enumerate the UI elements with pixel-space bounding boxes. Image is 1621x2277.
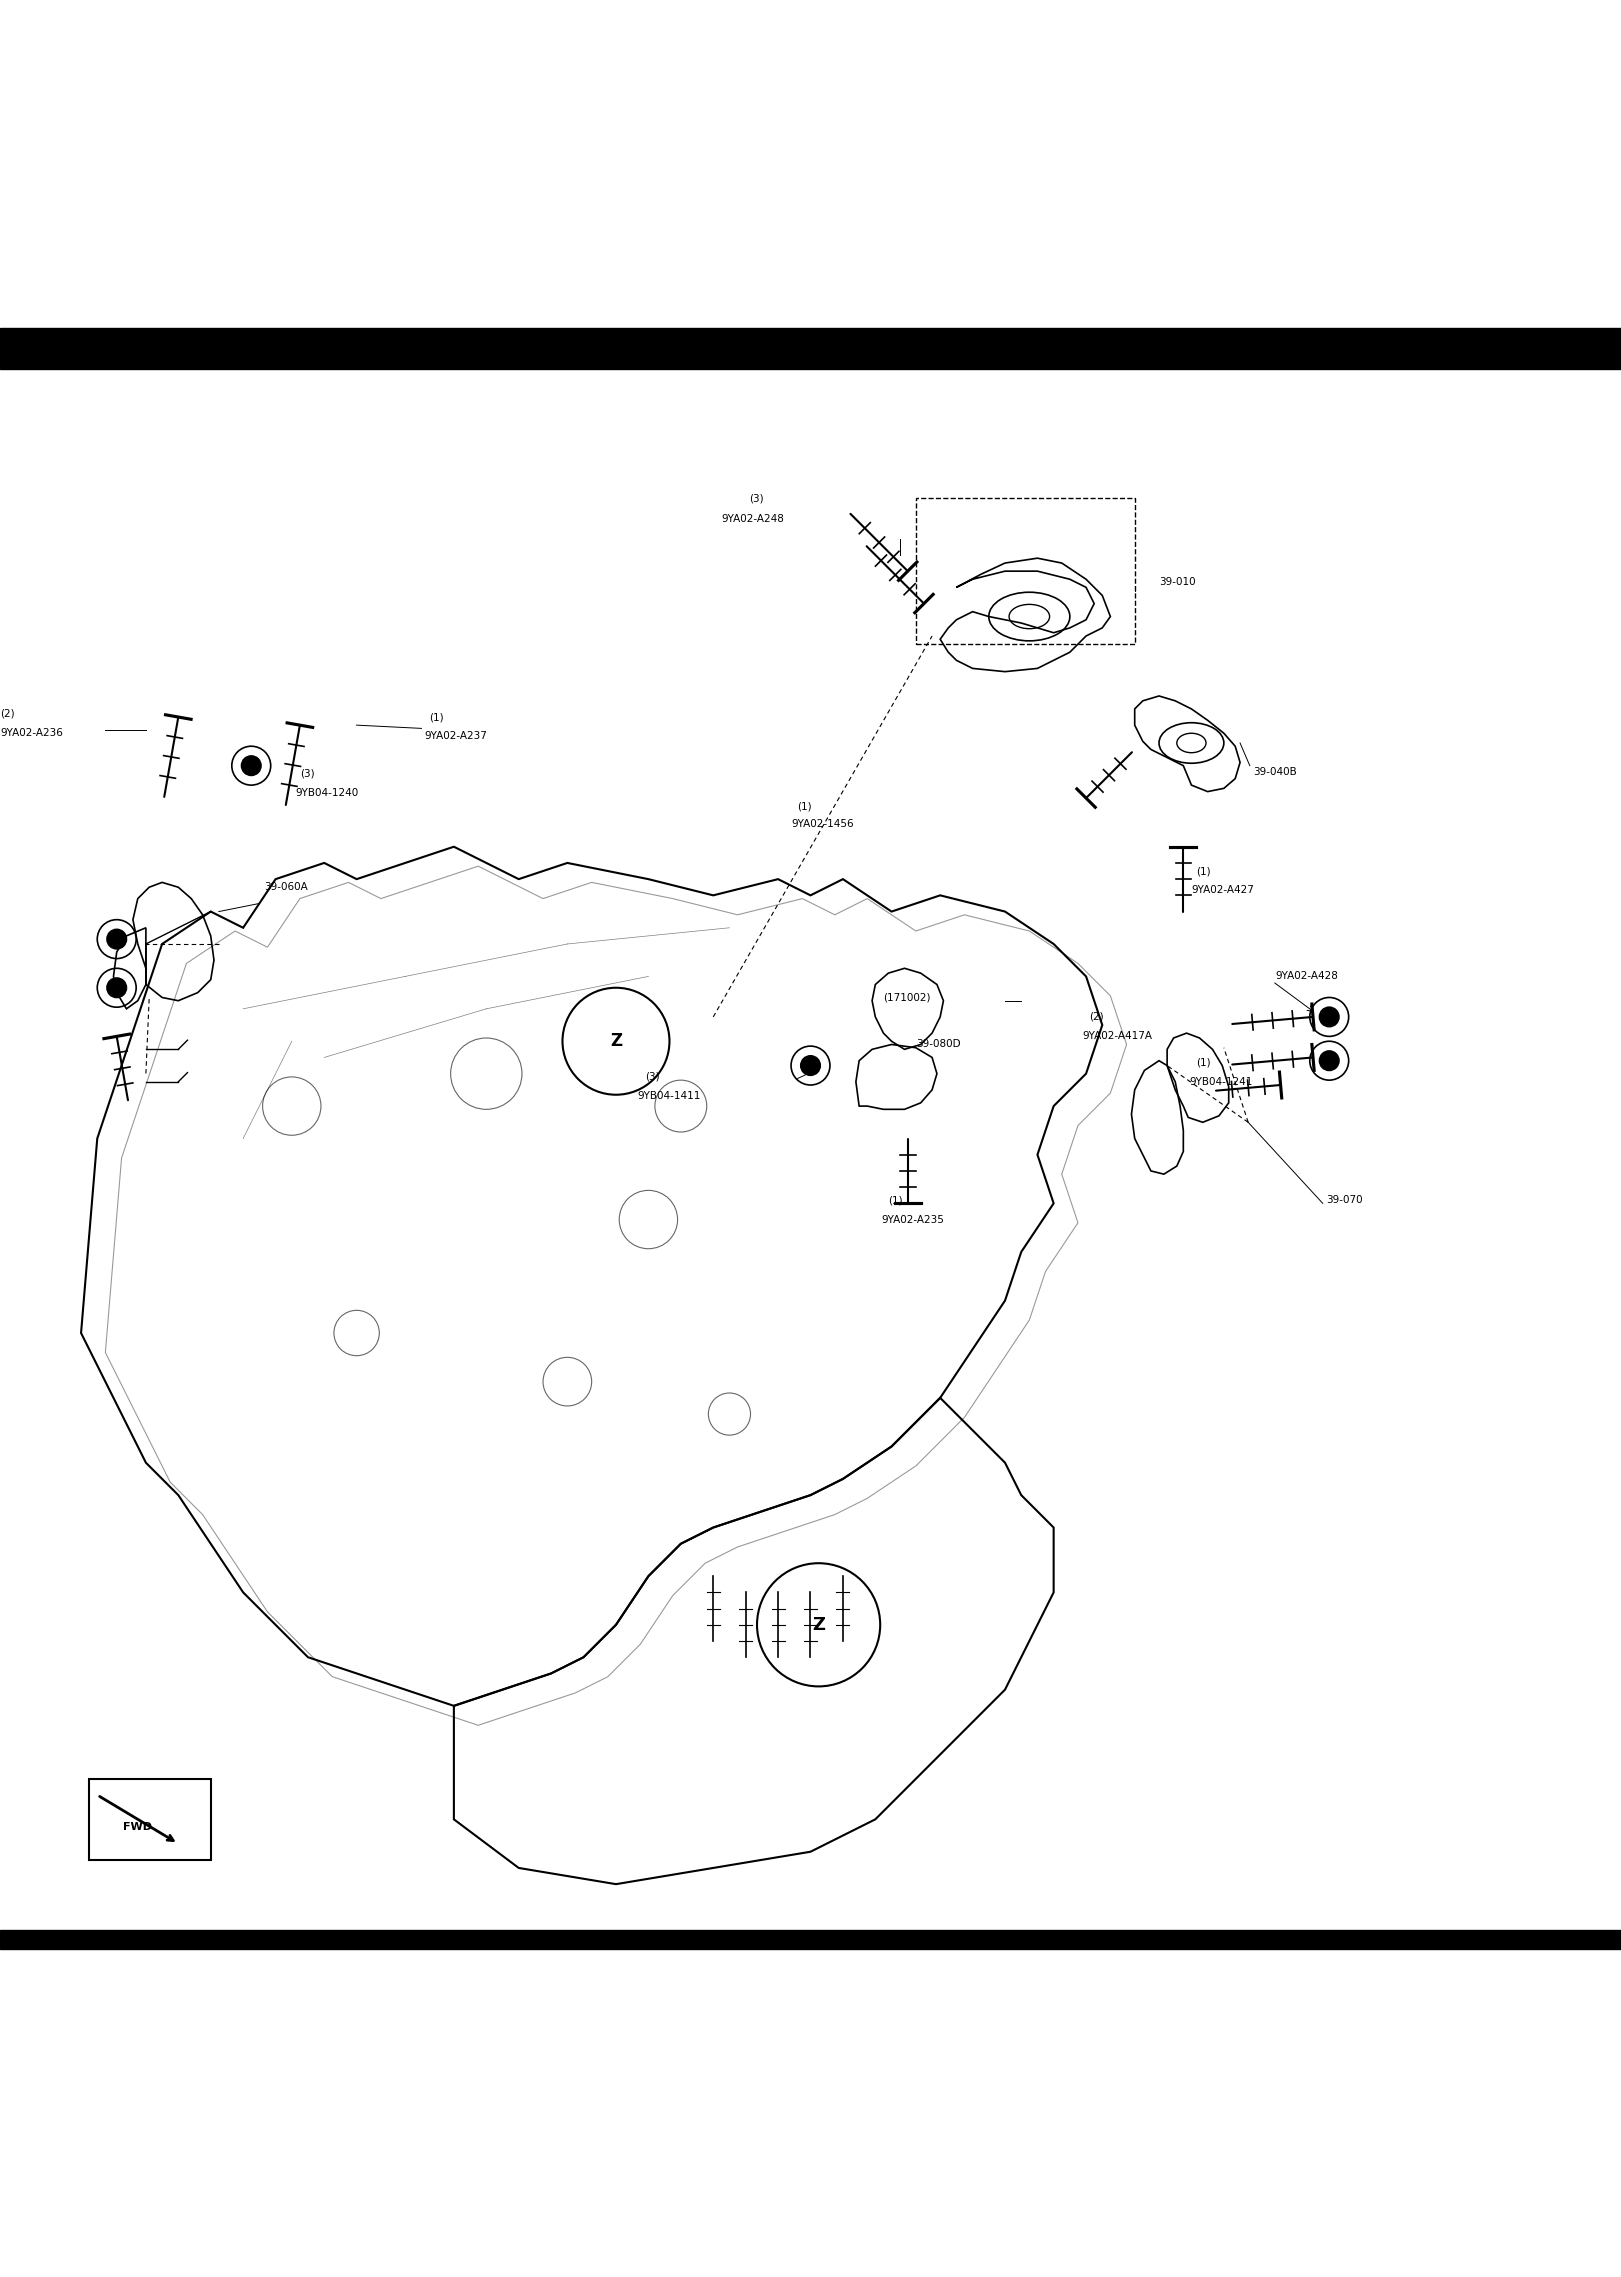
Text: 9YA02-A237: 9YA02-A237	[425, 731, 488, 742]
Bar	[0, 1929, 1621, 1949]
Text: 39-070: 39-070	[1326, 1195, 1363, 1205]
Bar	[916, 499, 1135, 644]
Text: 9YB04-1411: 9YB04-1411	[637, 1091, 700, 1102]
Text: (1): (1)	[798, 802, 812, 811]
Text: 39-080D: 39-080D	[916, 1041, 961, 1050]
Text: (1): (1)	[430, 713, 444, 722]
Bar	[0, 328, 1621, 369]
Text: 9YA02-A427: 9YA02-A427	[1191, 886, 1255, 895]
Text: (171002): (171002)	[883, 993, 930, 1002]
Text: (2): (2)	[1089, 1011, 1104, 1022]
Circle shape	[801, 1057, 820, 1075]
Text: 9YB04-1240: 9YB04-1240	[295, 788, 358, 799]
Text: (3): (3)	[749, 494, 763, 503]
Text: 9YB04-1241: 9YB04-1241	[1190, 1077, 1253, 1086]
Text: 39-010: 39-010	[1159, 578, 1196, 587]
Text: (2): (2)	[0, 708, 15, 720]
Circle shape	[1319, 1052, 1339, 1070]
Text: (1): (1)	[1196, 1057, 1211, 1068]
Text: 9YA02-A235: 9YA02-A235	[882, 1214, 945, 1225]
Text: 9YA02-A417A: 9YA02-A417A	[1083, 1031, 1153, 1041]
Text: (1): (1)	[888, 1195, 903, 1205]
Text: 9YA02-1456: 9YA02-1456	[791, 820, 854, 829]
Circle shape	[1319, 1006, 1339, 1027]
Text: 9YA02-A236: 9YA02-A236	[0, 729, 63, 738]
Text: 39-060A: 39-060A	[264, 881, 308, 893]
Text: Z: Z	[812, 1617, 825, 1635]
Circle shape	[107, 929, 126, 950]
Text: (3): (3)	[645, 1072, 660, 1082]
Text: (3): (3)	[300, 770, 314, 779]
Circle shape	[107, 979, 126, 997]
Bar	[89, 1778, 211, 1860]
Text: 9YA02-A428: 9YA02-A428	[1276, 972, 1339, 981]
Text: Z: Z	[609, 1031, 622, 1050]
Text: (1): (1)	[1196, 865, 1211, 877]
Circle shape	[242, 756, 261, 776]
Text: 39-040B: 39-040B	[1253, 767, 1297, 776]
Text: FWD: FWD	[123, 1822, 152, 1833]
Text: 9YA02-A248: 9YA02-A248	[721, 515, 785, 524]
